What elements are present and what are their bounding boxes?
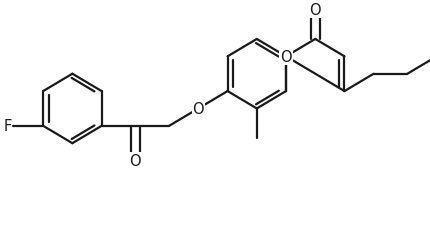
Text: O: O: [309, 3, 320, 18]
Text: O: O: [280, 50, 291, 65]
Text: F: F: [3, 119, 12, 134]
Text: O: O: [192, 102, 204, 116]
Text: O: O: [129, 153, 141, 168]
